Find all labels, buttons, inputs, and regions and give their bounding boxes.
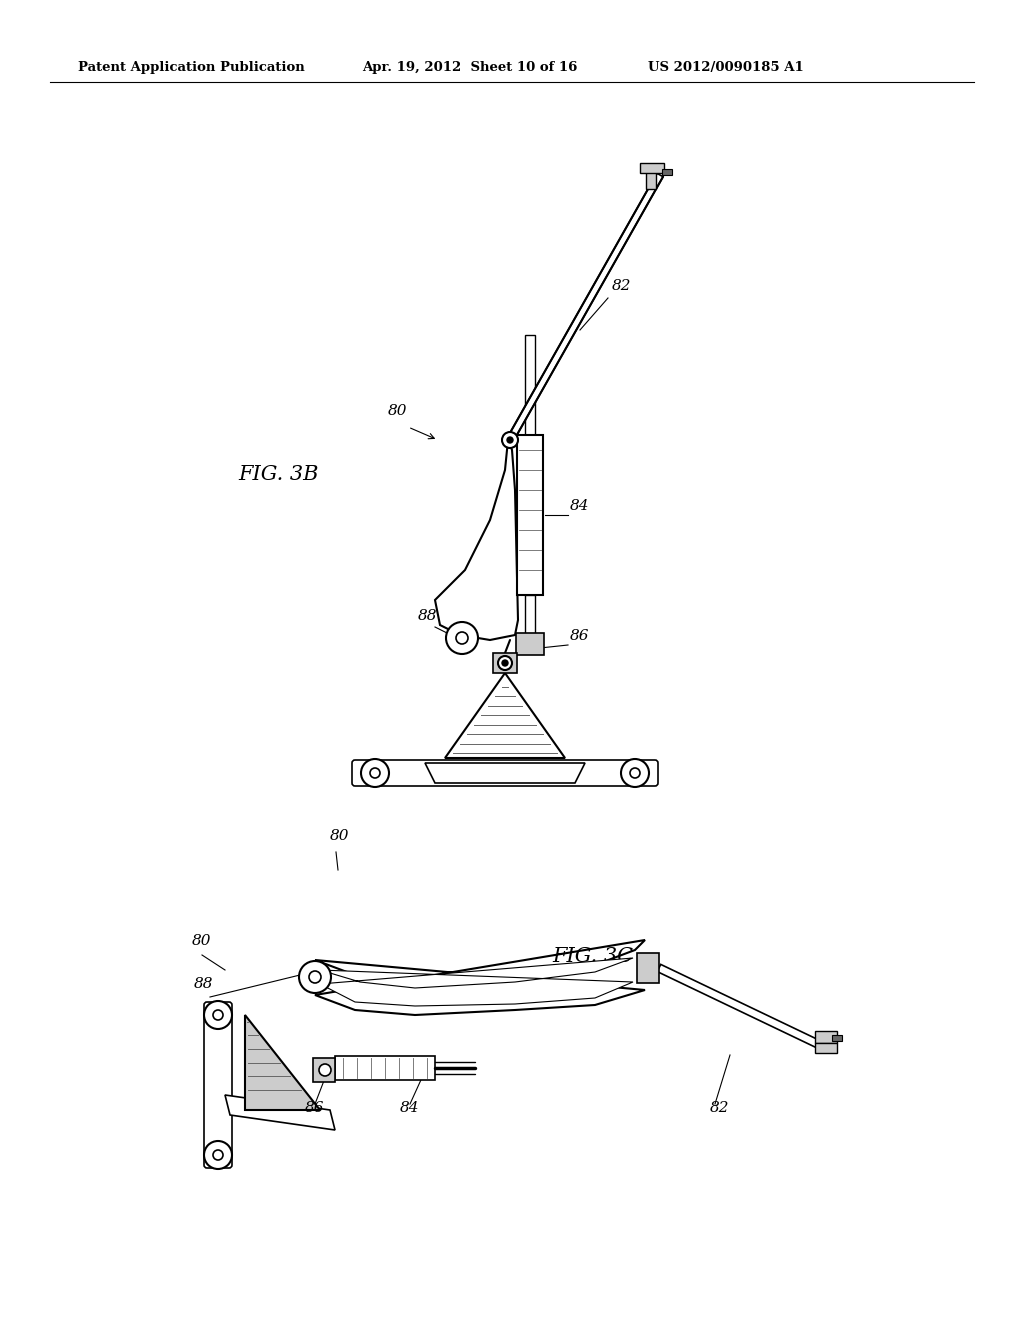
Polygon shape — [425, 763, 585, 783]
Polygon shape — [507, 173, 664, 442]
Bar — [517, 436, 543, 595]
Polygon shape — [315, 940, 645, 1015]
Text: 84: 84 — [570, 499, 590, 513]
Circle shape — [204, 1140, 232, 1170]
FancyBboxPatch shape — [204, 1002, 232, 1168]
Circle shape — [213, 1010, 223, 1020]
Text: 82: 82 — [612, 279, 632, 293]
Circle shape — [309, 972, 321, 983]
Circle shape — [319, 1064, 331, 1076]
Circle shape — [446, 622, 478, 653]
Circle shape — [498, 656, 512, 671]
Polygon shape — [435, 440, 518, 640]
Text: 80: 80 — [330, 829, 349, 843]
Text: 80: 80 — [193, 935, 212, 948]
Bar — [646, 168, 656, 189]
Polygon shape — [245, 1015, 319, 1110]
Text: 86: 86 — [570, 630, 590, 643]
Text: US 2012/0090185 A1: US 2012/0090185 A1 — [648, 62, 804, 74]
Polygon shape — [225, 1096, 335, 1130]
Bar — [335, 1056, 435, 1080]
Polygon shape — [445, 673, 565, 758]
Circle shape — [213, 1150, 223, 1160]
Bar — [662, 169, 672, 176]
Text: FIG. 3C: FIG. 3C — [552, 946, 633, 966]
Circle shape — [456, 632, 468, 644]
Bar — [831, 1035, 842, 1041]
Text: 88: 88 — [194, 977, 213, 991]
Text: 80: 80 — [388, 404, 408, 418]
Text: 86: 86 — [305, 1101, 325, 1115]
Circle shape — [621, 759, 649, 787]
Circle shape — [370, 768, 380, 777]
Circle shape — [502, 432, 518, 447]
Text: Apr. 19, 2012  Sheet 10 of 16: Apr. 19, 2012 Sheet 10 of 16 — [362, 62, 578, 74]
Circle shape — [299, 961, 331, 993]
Bar — [313, 1059, 335, 1082]
Circle shape — [630, 768, 640, 777]
Circle shape — [507, 437, 513, 444]
Text: 88: 88 — [418, 609, 437, 623]
Bar — [640, 162, 664, 173]
Text: 84: 84 — [400, 1101, 420, 1115]
Circle shape — [502, 660, 508, 667]
Bar — [637, 953, 659, 983]
Bar — [525, 595, 535, 645]
Bar — [815, 1043, 837, 1053]
Text: 82: 82 — [710, 1101, 729, 1115]
Polygon shape — [657, 965, 821, 1048]
Circle shape — [361, 759, 389, 787]
Text: Patent Application Publication: Patent Application Publication — [78, 62, 305, 74]
FancyBboxPatch shape — [352, 760, 658, 785]
Bar — [493, 653, 517, 673]
Polygon shape — [319, 958, 633, 1006]
Text: FIG. 3B: FIG. 3B — [238, 465, 318, 484]
Circle shape — [204, 1001, 232, 1030]
Bar — [525, 335, 535, 436]
Bar — [516, 634, 544, 655]
Bar — [815, 1031, 837, 1043]
